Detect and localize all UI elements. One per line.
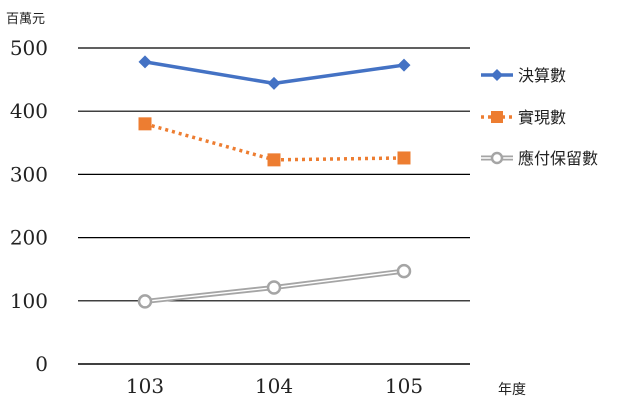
data-point (138, 117, 152, 131)
y-tick-label: 300 (10, 162, 48, 186)
legend-marker (491, 69, 503, 81)
series-3 (137, 263, 412, 309)
data-point (397, 151, 411, 165)
legend-item: 應付保留數 (481, 149, 598, 168)
series-line-segment (144, 122, 275, 162)
x-axis-ticks: 103 104 105 (126, 374, 423, 398)
series-line-segment (273, 156, 405, 162)
y-axis-unit-label: 百萬元 (6, 12, 45, 27)
x-tick-label: 104 (255, 374, 293, 398)
x-axis-title: 年度 (498, 382, 526, 398)
y-tick-label: 200 (10, 226, 48, 250)
y-tick-label: 100 (10, 289, 48, 313)
series-1 (138, 55, 411, 90)
gridlines (78, 47, 470, 365)
series-group (137, 55, 412, 309)
data-point (266, 280, 282, 295)
data-point (267, 76, 281, 90)
legend-marker (491, 111, 503, 123)
series-line-segment (144, 60, 275, 86)
y-tick-label: 0 (35, 352, 48, 376)
legend-label: 決算數 (518, 66, 566, 85)
legend-item: 實現數 (481, 108, 566, 127)
data-point (267, 153, 281, 167)
data-point (396, 263, 412, 279)
x-tick-label: 103 (126, 374, 164, 398)
data-point (138, 55, 152, 69)
data-point (397, 58, 411, 72)
x-tick-label: 105 (385, 374, 423, 398)
series-line-segment-inner (273, 270, 405, 289)
series-2 (138, 117, 411, 167)
series-line-segment-inner (144, 286, 275, 303)
data-point (137, 294, 153, 309)
series-line-segment (273, 63, 405, 86)
legend-label: 實現數 (518, 108, 566, 127)
legend-marker (490, 151, 504, 165)
y-axis-ticks: 0 100 200 300 400 500 (10, 36, 48, 376)
legend-label: 應付保留數 (518, 149, 598, 168)
legend-item: 決算數 (481, 66, 566, 85)
y-tick-label: 400 (10, 99, 48, 123)
y-tick-label: 500 (10, 36, 48, 60)
